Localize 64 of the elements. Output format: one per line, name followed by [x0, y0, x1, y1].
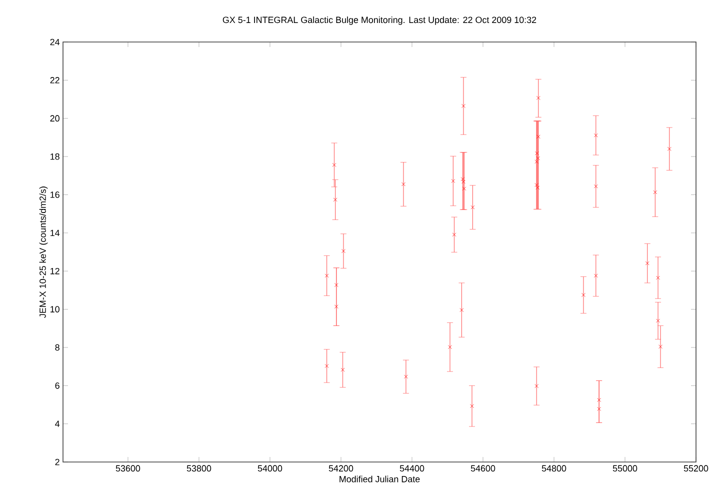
point: [470, 205, 475, 210]
x-tick-label: 53600: [116, 465, 140, 472]
point: [536, 96, 540, 100]
y-tick-label: 16: [50, 192, 60, 198]
point: [404, 374, 408, 379]
x-tick-label: 54000: [258, 465, 282, 472]
y-tick-label: 20: [50, 115, 60, 122]
x-tick-label: 54800: [542, 465, 566, 472]
point: [597, 398, 602, 402]
point: [340, 368, 345, 372]
point: [462, 180, 466, 184]
point: [534, 384, 539, 388]
point: [334, 283, 338, 287]
point: [536, 186, 540, 190]
point: [448, 345, 452, 350]
point: [594, 184, 598, 188]
point: [324, 364, 329, 368]
point: [452, 232, 456, 237]
point: [594, 133, 598, 138]
point: [333, 198, 338, 202]
x-tick-label: 55000: [612, 465, 638, 472]
y-tick-label: 12: [50, 268, 60, 274]
y-axis-title: JEM-X 10-25 keV (counts/dm2/s): [39, 186, 48, 318]
point: [402, 182, 406, 186]
point: [667, 146, 672, 151]
point: [460, 177, 465, 182]
y-tick-label: 24: [50, 38, 60, 46]
point: [656, 276, 660, 280]
point: [594, 274, 598, 278]
point: [658, 344, 662, 349]
y-tick-label: 8: [55, 344, 60, 351]
point: [536, 134, 540, 139]
point: [653, 190, 658, 194]
point: [470, 404, 474, 408]
point: [656, 318, 660, 323]
point: [332, 162, 336, 167]
point: [534, 151, 539, 156]
point: [451, 179, 456, 183]
point: [597, 406, 602, 411]
point: [645, 261, 650, 266]
point: [536, 156, 540, 160]
y-tick-label: 22: [50, 77, 60, 84]
y-tick-label: 14: [50, 230, 60, 236]
chart-title: GX 5-1 INTEGRAL Galactic Bulge Monitoring. Last Update: 22 Oct 2009 10:32: [222, 16, 536, 25]
point: [534, 160, 539, 164]
y-tick-label: 6: [55, 382, 60, 389]
y-tick-label: 18: [50, 153, 60, 160]
x-tick-label: 54600: [470, 465, 496, 472]
point: [534, 183, 539, 187]
y-tick-label: 4: [55, 420, 60, 427]
point: [460, 308, 464, 312]
y-tick-label: 10: [50, 306, 60, 312]
x-tick-label: 55200: [684, 465, 708, 472]
point: [462, 104, 466, 108]
x-tick-label: 54400: [400, 465, 424, 472]
point: [582, 292, 586, 297]
point: [334, 304, 338, 309]
point: [324, 274, 329, 278]
y-tick-label: 2: [55, 458, 60, 466]
point: [342, 249, 346, 254]
x-tick-label: 54200: [328, 465, 354, 472]
x-tick-label: 53800: [186, 465, 212, 472]
point: [462, 186, 466, 191]
x-axis-title: Modified Julian Date: [340, 476, 420, 482]
